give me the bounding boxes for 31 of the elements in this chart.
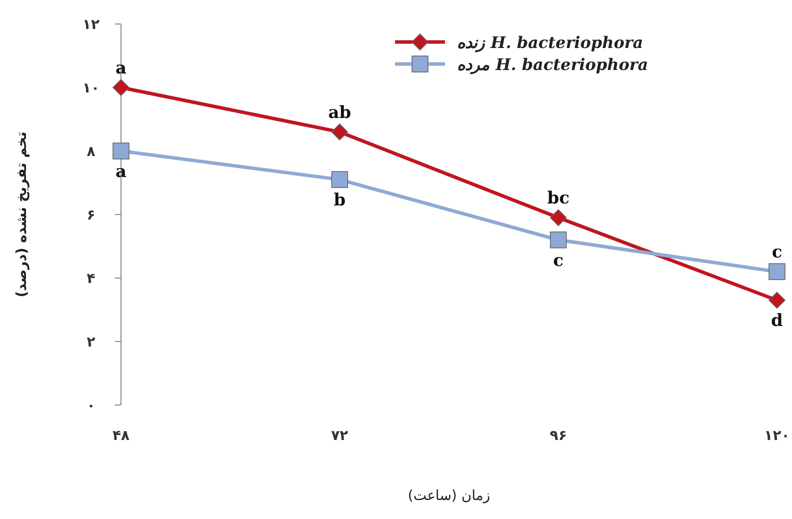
y-tick-label: ۴ <box>86 271 96 287</box>
x-tick-label: ۱۲۰ <box>764 428 790 444</box>
y-axis-title: تخم تفریخ نشده (درصد) <box>14 132 30 298</box>
y-tick-label: ۸ <box>86 144 96 160</box>
x-tick-label: ۹۶ <box>550 428 567 444</box>
point <box>768 292 786 309</box>
annotation: b <box>334 190 346 211</box>
y-tick-label: ۲ <box>86 334 96 350</box>
annotation: bc <box>547 188 570 209</box>
y-tick-label: ۱۰ <box>82 80 100 96</box>
annotation: a <box>115 162 127 182</box>
point <box>112 142 130 160</box>
point <box>550 232 567 248</box>
x-axis-title: زمان (ساعت) <box>408 488 490 504</box>
legend-label: زنده H. bacteriophora <box>457 33 644 53</box>
annotation: a <box>115 58 127 78</box>
point <box>112 79 130 96</box>
point <box>331 124 348 140</box>
annotation: c <box>553 250 564 271</box>
x-tick-label: ۷۲ <box>331 428 349 444</box>
y-tick-label: ۰ <box>86 398 96 414</box>
annotation: d <box>771 311 784 332</box>
y-tick-label: ۱۲ <box>82 17 100 33</box>
point <box>331 171 348 188</box>
y-tick-label: ۶ <box>86 208 96 224</box>
annotation: ab <box>328 102 352 123</box>
point <box>550 209 567 226</box>
x-tick-label: ۴۸ <box>112 428 130 444</box>
annotation: c <box>772 242 782 263</box>
point <box>768 263 786 280</box>
legend-label: مرده H. bacteriophora <box>457 55 648 75</box>
